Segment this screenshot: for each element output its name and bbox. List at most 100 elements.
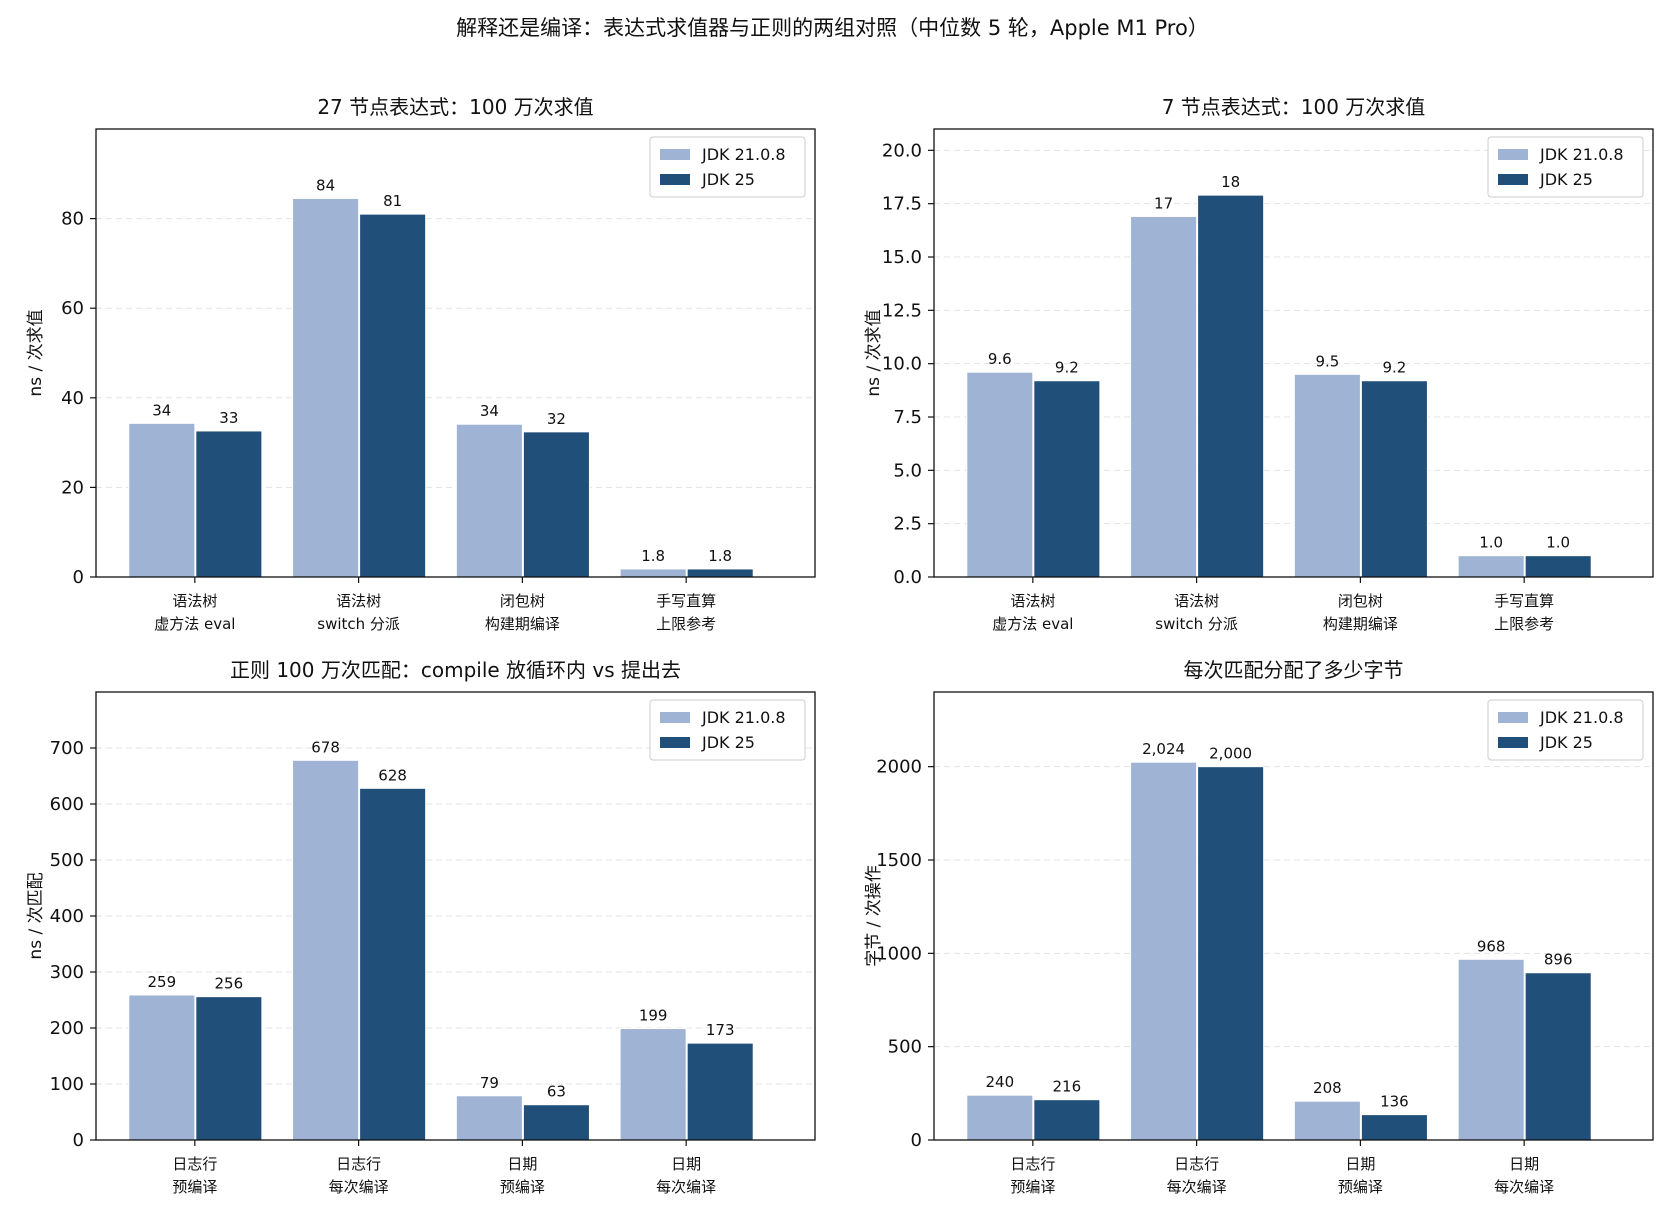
x-tick-label: 手写直算: [656, 592, 716, 610]
x-tick-label: 构建期编译: [485, 615, 560, 633]
data-label: 32: [547, 410, 566, 428]
data-label: 2,000: [1209, 745, 1252, 763]
y-tick-label: 0: [73, 567, 84, 588]
x-tick-label: switch 分派: [1155, 615, 1238, 633]
x-tick-label: 预编译: [1338, 1178, 1383, 1196]
legend-label: JDK 25: [701, 733, 755, 752]
x-tick-label: 语法树: [336, 592, 381, 610]
legend-label: JDK 21.0.8: [1539, 708, 1624, 727]
y-tick-label: 100: [50, 1074, 84, 1095]
bar-jdk25: [359, 787, 427, 1141]
bar-jdk25: [1033, 380, 1101, 578]
y-tick-label: 500: [50, 850, 84, 871]
bar-jdk25: [1197, 194, 1265, 578]
legend-swatch-jdk25: [1498, 174, 1528, 185]
y-tick-label: 1000: [876, 943, 922, 964]
y-tick-label: 80: [61, 209, 84, 230]
data-label: 34: [480, 402, 499, 420]
x-tick-label: switch 分派: [317, 615, 400, 633]
bar-jdk25: [1524, 972, 1592, 1141]
y-tick-label: 400: [50, 906, 84, 927]
y-axis-label: ns / 次求值: [864, 309, 884, 396]
data-label: 240: [985, 1073, 1014, 1091]
subplot-title: 正则 100 万次匹配：compile 放循环内 vs 提出去: [230, 658, 681, 682]
bar-jdk21: [966, 371, 1034, 578]
data-label: 136: [1380, 1093, 1409, 1111]
bar-jdk25: [1360, 380, 1428, 578]
legend-swatch-jdk25: [660, 737, 690, 748]
x-tick-label: 手写直算: [1494, 592, 1554, 610]
legend-label: JDK 21.0.8: [701, 708, 786, 727]
bar-jdk21: [1293, 1100, 1361, 1141]
legend-label: JDK 25: [1539, 733, 1593, 752]
chart-panel-2: 0.0 2.5 5.0 7.5 10.0 12.5 15.0 17.5 20.0 9.6 9.2 语法…: [864, 95, 1654, 633]
x-tick-label: 虚方法 eval: [154, 615, 235, 633]
x-tick-label: 语法树: [1010, 592, 1055, 610]
x-tick-label: 预编译: [1010, 1178, 1055, 1196]
x-tick-label: 闭包树: [1338, 592, 1383, 610]
data-label: 208: [1313, 1079, 1342, 1097]
bar-jdk21: [1293, 373, 1361, 578]
y-tick-label: 60: [61, 298, 84, 319]
x-tick-label: 构建期编译: [1323, 615, 1398, 633]
data-label: 18: [1221, 173, 1240, 191]
data-label: 63: [547, 1083, 566, 1101]
bar-jdk21: [1130, 215, 1198, 578]
data-label: 9.6: [988, 350, 1012, 368]
legend-swatch-jdk21: [660, 712, 690, 723]
bar-jdk21: [619, 1028, 687, 1141]
data-label: 9.5: [1315, 352, 1339, 370]
data-label: 628: [378, 766, 407, 784]
data-label: 2,024: [1142, 740, 1185, 758]
bar-jdk21: [1457, 555, 1525, 578]
y-tick-label: 17.5: [882, 194, 922, 215]
plot-frame: [95, 691, 816, 1141]
y-tick-label: 20: [61, 477, 84, 498]
data-label: 256: [215, 975, 244, 993]
bar-jdk25: [1033, 1099, 1101, 1141]
x-tick-label: 日期: [671, 1155, 701, 1173]
x-tick-label: 上限参考: [656, 615, 716, 633]
plot-frame: [933, 128, 1654, 578]
x-tick-label: 日志行: [336, 1155, 381, 1173]
legend-swatch-jdk21: [660, 149, 690, 160]
x-tick-label: 虚方法 eval: [992, 615, 1073, 633]
y-axis-label: 字节 / 次操作: [864, 865, 884, 967]
legend-swatch-jdk21: [1498, 149, 1528, 160]
data-label: 199: [639, 1007, 668, 1025]
y-tick-label: 20.0: [882, 140, 922, 161]
bar-jdk21: [128, 994, 196, 1141]
y-tick-label: 15.0: [882, 247, 922, 268]
data-label: 896: [1544, 951, 1573, 969]
legend-swatch-jdk21: [1498, 712, 1528, 723]
bar-jdk21: [1130, 761, 1198, 1141]
bar-jdk25: [1360, 1114, 1428, 1141]
x-tick-label: 日期: [1509, 1155, 1539, 1173]
data-label: 259: [147, 973, 176, 991]
x-tick-label: 每次编译: [1167, 1178, 1227, 1196]
bar-jdk25: [522, 431, 590, 578]
legend-label: JDK 21.0.8: [701, 145, 786, 164]
x-tick-label: 每次编译: [1494, 1178, 1554, 1196]
x-tick-label: 语法树: [172, 592, 217, 610]
bar-jdk25: [195, 430, 263, 578]
y-tick-label: 2.5: [893, 514, 922, 535]
data-label: 33: [219, 409, 238, 427]
data-label: 1.8: [641, 547, 665, 565]
data-label: 9.2: [1055, 359, 1079, 377]
bar-jdk25: [359, 213, 427, 578]
x-tick-label: 闭包树: [500, 592, 545, 610]
y-tick-label: 700: [50, 738, 84, 759]
bar-jdk25: [686, 1042, 754, 1141]
bar-jdk21: [455, 1095, 523, 1141]
y-tick-label: 40: [61, 388, 84, 409]
y-axis-label: ns / 次匹配: [26, 872, 46, 959]
bar-jdk21: [292, 197, 360, 578]
y-tick-label: 600: [50, 794, 84, 815]
data-label: 34: [152, 401, 171, 419]
x-tick-label: 日期: [1345, 1155, 1375, 1173]
bar-jdk25: [686, 568, 754, 578]
y-tick-label: 0: [911, 1130, 922, 1151]
